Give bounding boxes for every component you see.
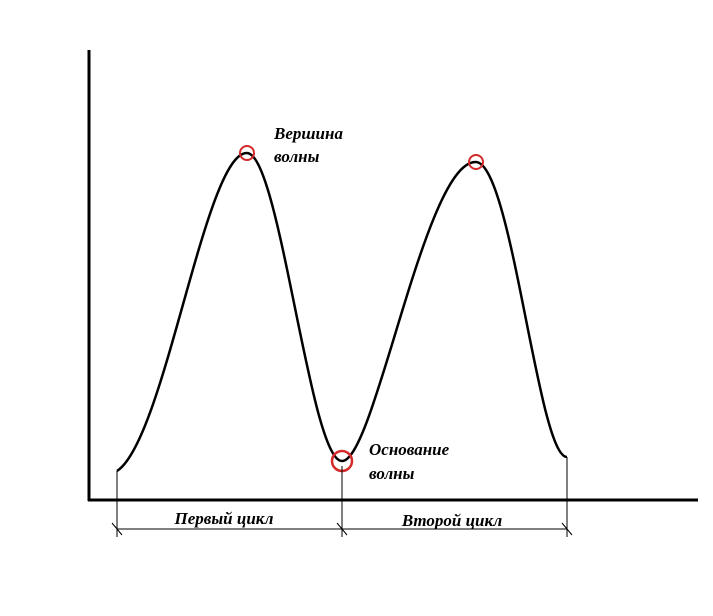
peak-marker	[239, 145, 255, 161]
cycle-label: Первый цикл	[174, 509, 274, 528]
dimension-tick	[111, 522, 123, 536]
annotation-line: Вершина	[273, 124, 343, 143]
cycle-label: Второй цикл	[401, 511, 503, 530]
wave-curve	[116, 151, 568, 473]
dimension-tick	[336, 522, 348, 536]
annotation-line: Основание	[369, 440, 450, 459]
dimension-tick	[561, 522, 573, 536]
annotation-line: волны	[369, 464, 415, 483]
annotation-line: волны	[274, 147, 320, 166]
peak-marker	[468, 154, 484, 170]
